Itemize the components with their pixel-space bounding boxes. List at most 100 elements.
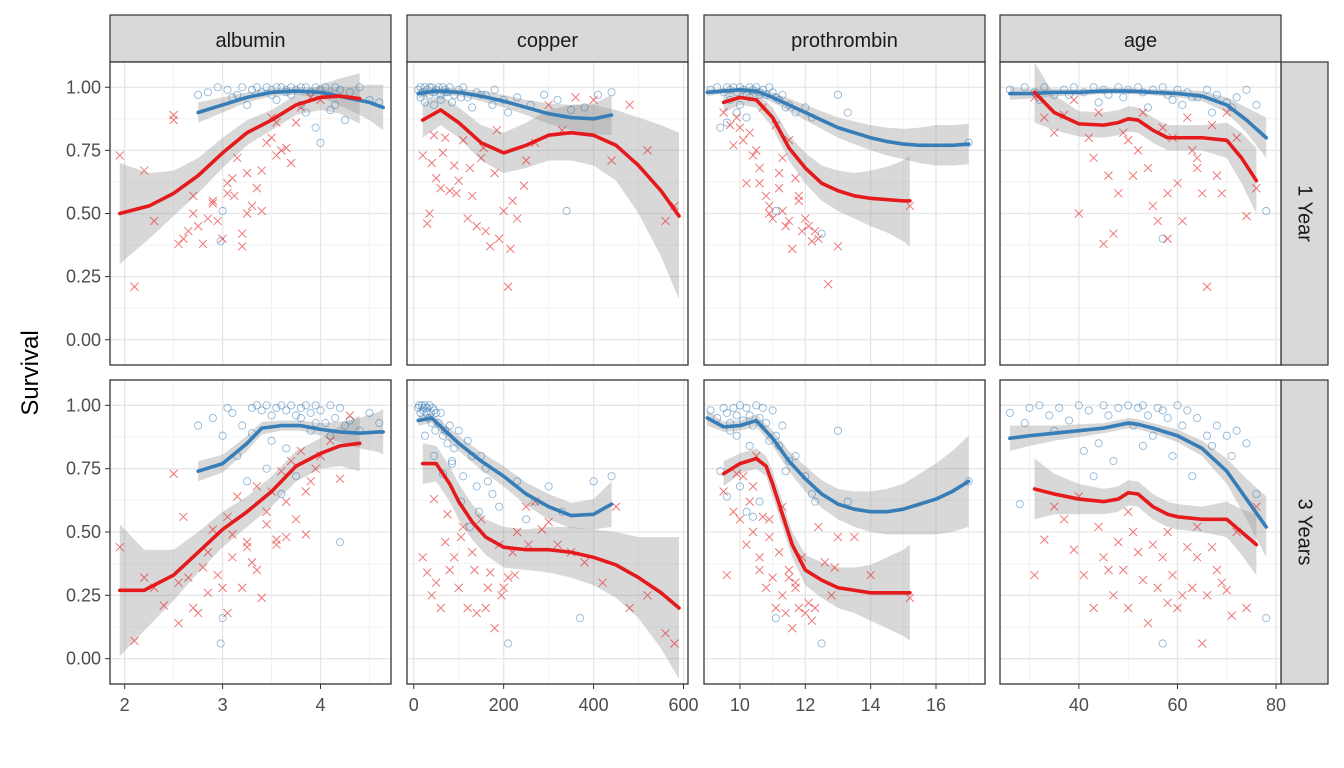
panel-border bbox=[999, 61, 1282, 366]
data-point-x bbox=[237, 241, 247, 251]
y-tick-label: 0.00 bbox=[66, 649, 101, 669]
data-point-circle bbox=[1193, 413, 1202, 423]
data-point-circle bbox=[1262, 206, 1271, 216]
data-point-x bbox=[458, 522, 468, 532]
data-point-x bbox=[130, 636, 139, 646]
x-tick-label: 10 bbox=[730, 695, 750, 715]
data-point-circle bbox=[238, 421, 247, 430]
confidence-band-b bbox=[1034, 458, 1257, 576]
smooth-line-a bbox=[1008, 421, 1269, 529]
data-point-circle bbox=[1035, 401, 1044, 410]
data-point-circle bbox=[833, 426, 843, 435]
data-point-x bbox=[228, 530, 237, 539]
data-point-x bbox=[431, 173, 441, 183]
data-point-circle bbox=[1064, 416, 1074, 425]
data-point-circle bbox=[735, 100, 744, 109]
data-point-x bbox=[149, 216, 159, 226]
data-point-circle bbox=[316, 406, 325, 415]
data-point-x bbox=[465, 163, 475, 173]
data-point-circle bbox=[1262, 614, 1271, 623]
data-point-circle bbox=[267, 411, 276, 420]
data-point-circle bbox=[817, 639, 826, 648]
data-point-x bbox=[1197, 639, 1207, 648]
data-point-circle bbox=[1163, 413, 1172, 423]
data-point-x bbox=[449, 161, 459, 170]
x-tick-label: 40 bbox=[1069, 695, 1089, 715]
data-point-circle bbox=[291, 472, 301, 481]
data-point-circle bbox=[436, 95, 445, 104]
data-point-circle bbox=[447, 459, 457, 468]
data-point-circle bbox=[316, 138, 325, 147]
data-point-circle bbox=[282, 406, 291, 415]
data-point-x bbox=[456, 532, 466, 542]
data-point-circle bbox=[778, 90, 787, 99]
data-point-x bbox=[223, 608, 232, 618]
panel-plot-area bbox=[1005, 62, 1271, 292]
facet-strip-label: prothrombin bbox=[791, 30, 898, 52]
data-point-x bbox=[291, 118, 301, 127]
data-point-x bbox=[276, 466, 286, 476]
data-point-x bbox=[476, 514, 486, 524]
data-point-x bbox=[1099, 239, 1108, 249]
y-tick-label: 0.50 bbox=[66, 204, 101, 224]
data-point-x bbox=[1074, 209, 1084, 218]
data-point-x bbox=[1173, 603, 1182, 613]
y-tick-label: 1.00 bbox=[66, 395, 101, 415]
smooth-line-b bbox=[420, 108, 681, 218]
data-point-circle bbox=[436, 408, 445, 417]
data-point-x bbox=[764, 201, 774, 211]
data-point-x bbox=[1133, 547, 1143, 557]
data-point-x bbox=[661, 628, 670, 638]
data-point-circle bbox=[272, 95, 281, 104]
data-point-circle bbox=[301, 108, 310, 117]
data-point-x bbox=[257, 206, 267, 216]
data-point-x bbox=[325, 436, 335, 446]
panel-border bbox=[109, 61, 392, 366]
x-tick-label: 12 bbox=[795, 695, 815, 715]
data-point-x bbox=[247, 558, 257, 567]
data-point-circle bbox=[735, 482, 744, 491]
data-point-x bbox=[1109, 590, 1118, 600]
data-point-circle bbox=[420, 401, 430, 410]
data-point-circle bbox=[432, 408, 441, 417]
data-point-circle bbox=[1188, 472, 1197, 481]
data-point-x bbox=[781, 221, 791, 231]
row-strip-1 bbox=[1280, 379, 1329, 685]
data-point-x bbox=[174, 618, 183, 628]
data-point-circle bbox=[321, 419, 330, 428]
data-point-x bbox=[1197, 188, 1207, 198]
data-point-circle bbox=[742, 403, 751, 412]
data-point-x bbox=[272, 151, 281, 160]
data-point-x bbox=[745, 497, 755, 506]
data-point-x bbox=[1187, 146, 1197, 155]
data-point-x bbox=[524, 540, 533, 550]
data-point-x bbox=[738, 471, 748, 481]
data-point-x bbox=[179, 234, 188, 244]
panel-age-1yr bbox=[999, 61, 1282, 366]
data-point-x bbox=[345, 411, 355, 420]
data-point-circle bbox=[326, 105, 335, 115]
data-point-circle bbox=[203, 88, 212, 97]
row-strip-label: 1 Year bbox=[1294, 185, 1316, 242]
data-point-circle bbox=[1138, 441, 1148, 450]
y-tick-label: 0.00 bbox=[66, 330, 101, 350]
data-point-x bbox=[800, 214, 810, 223]
data-point-circle bbox=[336, 85, 345, 94]
data-point-circle bbox=[843, 108, 852, 117]
data-point-circle bbox=[345, 416, 354, 425]
data-point-x bbox=[719, 108, 728, 117]
data-point-circle bbox=[213, 83, 222, 92]
data-point-circle bbox=[331, 83, 340, 92]
data-point-circle bbox=[1025, 403, 1034, 412]
data-point-circle bbox=[553, 95, 562, 104]
data-point-x bbox=[252, 565, 262, 575]
data-point-circle bbox=[326, 401, 335, 410]
data-point-x bbox=[1118, 565, 1128, 575]
data-point-x bbox=[472, 221, 482, 231]
data-point-x bbox=[800, 608, 810, 618]
data-point-x bbox=[725, 120, 735, 130]
data-point-x bbox=[335, 474, 345, 484]
data-point-x bbox=[1133, 146, 1143, 155]
panel-age-3yr bbox=[999, 379, 1282, 685]
panel-plot-area bbox=[414, 401, 681, 679]
